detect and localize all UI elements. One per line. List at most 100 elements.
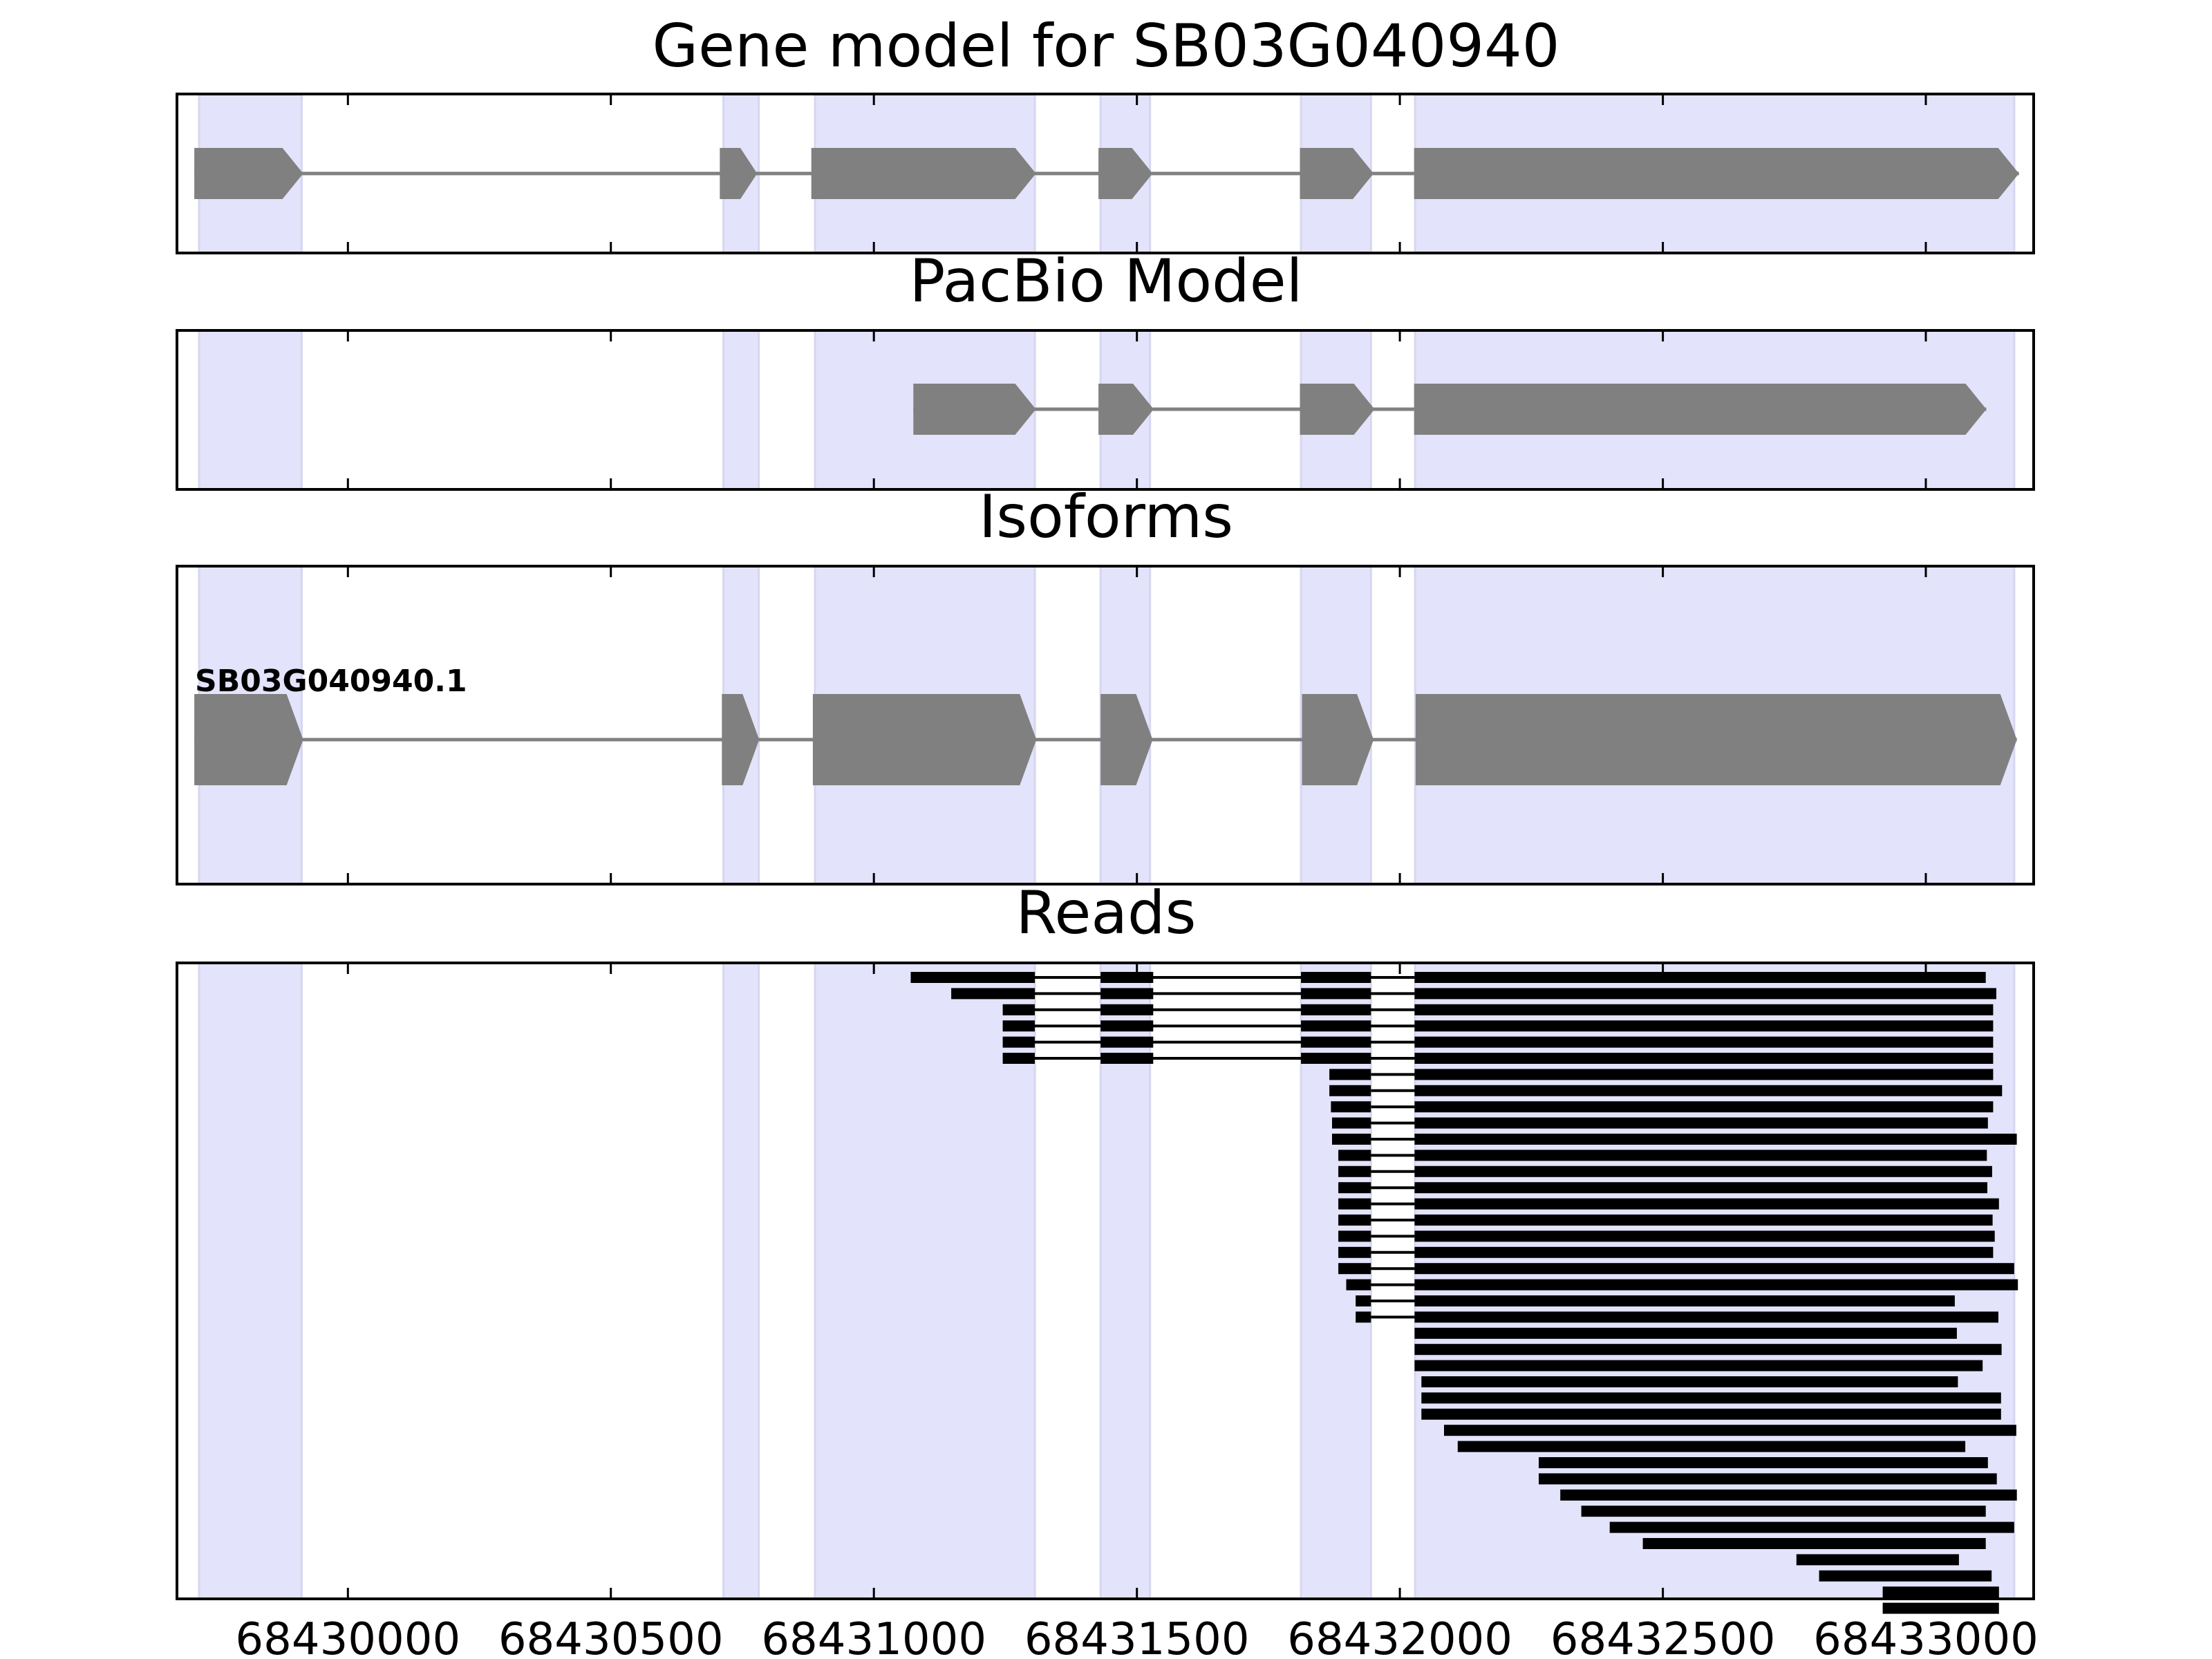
read-segment [1338, 1198, 1371, 1210]
read-segment [1882, 1602, 1999, 1614]
exon-band [198, 329, 303, 491]
read-segment [1414, 1198, 1999, 1210]
x-tick-label: 68431000 [761, 1614, 986, 1659]
x-tick-label: 68433000 [1813, 1614, 2038, 1659]
isoforms-panel: Isoforms SB03G040940.1 [176, 482, 2035, 885]
reads-frame [176, 962, 2035, 1600]
pacbio-model-frame [176, 329, 2035, 491]
exon-arrow [811, 148, 1036, 199]
exon-arrow [812, 694, 1037, 785]
pacbio-model-title: PacBio Model [909, 247, 1302, 316]
x-tick-label: 68432000 [1287, 1614, 1512, 1659]
x-tick-label: 68430000 [235, 1614, 460, 1659]
gene-model-panel: Gene model for SB03G040940 [176, 12, 2035, 254]
exon-arrow [1100, 694, 1153, 785]
read-segment [1002, 1004, 1035, 1015]
read-segment [1329, 1085, 1371, 1096]
read-segment [1329, 1069, 1371, 1080]
reads-tracks [910, 972, 2018, 1614]
read-segment [1414, 1327, 1957, 1339]
read-segment [1338, 1150, 1371, 1161]
read-segment [1100, 1053, 1154, 1064]
exon-arrow [1302, 694, 1374, 785]
read-segment [1338, 1246, 1371, 1258]
read-segment [1414, 1004, 1994, 1015]
read-segment [1301, 972, 1371, 983]
read-segment [1414, 1134, 2017, 1145]
read-segment [1301, 1053, 1371, 1064]
read-segment [1002, 1053, 1035, 1064]
exon-arrow [1300, 384, 1375, 435]
isoforms-title: Isoforms [979, 482, 1233, 552]
read-segment [1002, 1020, 1035, 1032]
read-segment [1338, 1215, 1371, 1226]
pacbio-model-panel: PacBio Model [176, 247, 2035, 491]
exon-arrow [1098, 148, 1153, 199]
read-segment [951, 988, 1035, 1000]
read-segment [1100, 1004, 1154, 1015]
isoforms-ticks [346, 566, 1927, 884]
exon-band [198, 962, 303, 1600]
reads-ticks [346, 963, 1927, 1599]
read-segment [1301, 1036, 1371, 1048]
reads-panel: Reads [176, 879, 2035, 1614]
x-tick-label: 68431500 [1024, 1614, 1250, 1659]
exon-arrow [1414, 148, 2019, 199]
read-segment [1414, 1230, 1995, 1242]
read-segment [1414, 1182, 1987, 1194]
read-segment [910, 972, 1035, 983]
exon-arrow [194, 148, 303, 199]
gene-model-track [194, 148, 2019, 199]
read-segment [1414, 1246, 1994, 1258]
read-segment [1414, 1279, 2018, 1291]
read-segment [1414, 1311, 1998, 1323]
exon-band [722, 962, 760, 1600]
read-segment [1414, 1263, 2014, 1275]
read-segment [1414, 1036, 1994, 1048]
pacbio-model-ticks [346, 330, 1927, 489]
read-segment [1819, 1570, 1992, 1582]
read-segment [1414, 1020, 1994, 1032]
exon-arrow [722, 694, 760, 785]
read-segment [1539, 1457, 1988, 1468]
x-tick-label: 68432500 [1550, 1614, 1776, 1659]
gene-model-frame [176, 93, 2035, 254]
read-segment [1414, 1360, 1983, 1371]
read-segment [1301, 1020, 1371, 1032]
exon-arrow [1414, 384, 1987, 435]
read-segment [1100, 988, 1154, 1000]
read-segment [1414, 1101, 1994, 1113]
read-segment [1338, 1230, 1371, 1242]
exon-arrow [720, 148, 758, 199]
read-segment [1414, 1117, 1988, 1129]
read-segment [1414, 972, 1986, 983]
exon-arrow [913, 384, 1036, 435]
exon-arrow [1300, 148, 1374, 199]
read-segment [1356, 1311, 1371, 1323]
pacbio-model-track [913, 384, 1987, 435]
read-segment [1421, 1408, 2001, 1420]
read-segment [1331, 1101, 1371, 1113]
isoform-label: SB03G040940.1 [195, 664, 467, 699]
read-segment [1338, 1263, 1371, 1275]
read-segment [1539, 1473, 1997, 1485]
read-segment [1002, 1036, 1035, 1048]
read-segment [1100, 972, 1154, 983]
read-segment [1100, 1020, 1154, 1032]
exon-band [1099, 962, 1152, 1600]
isoforms-frame [176, 565, 2035, 885]
read-segment [1338, 1182, 1371, 1194]
read-segment [1414, 1344, 2002, 1356]
gene-model-ticks [346, 94, 1927, 253]
read-segment [1332, 1117, 1371, 1129]
read-segment [1414, 1215, 1993, 1226]
x-tick-label: 68430500 [498, 1614, 724, 1659]
exon-arrow [1415, 694, 2017, 785]
read-segment [1414, 988, 1996, 1000]
read-segment [1301, 1004, 1371, 1015]
read-segment [1414, 1085, 2003, 1096]
read-segment [1560, 1489, 2017, 1501]
read-segment [1457, 1441, 1966, 1452]
read-segment [1338, 1165, 1371, 1177]
